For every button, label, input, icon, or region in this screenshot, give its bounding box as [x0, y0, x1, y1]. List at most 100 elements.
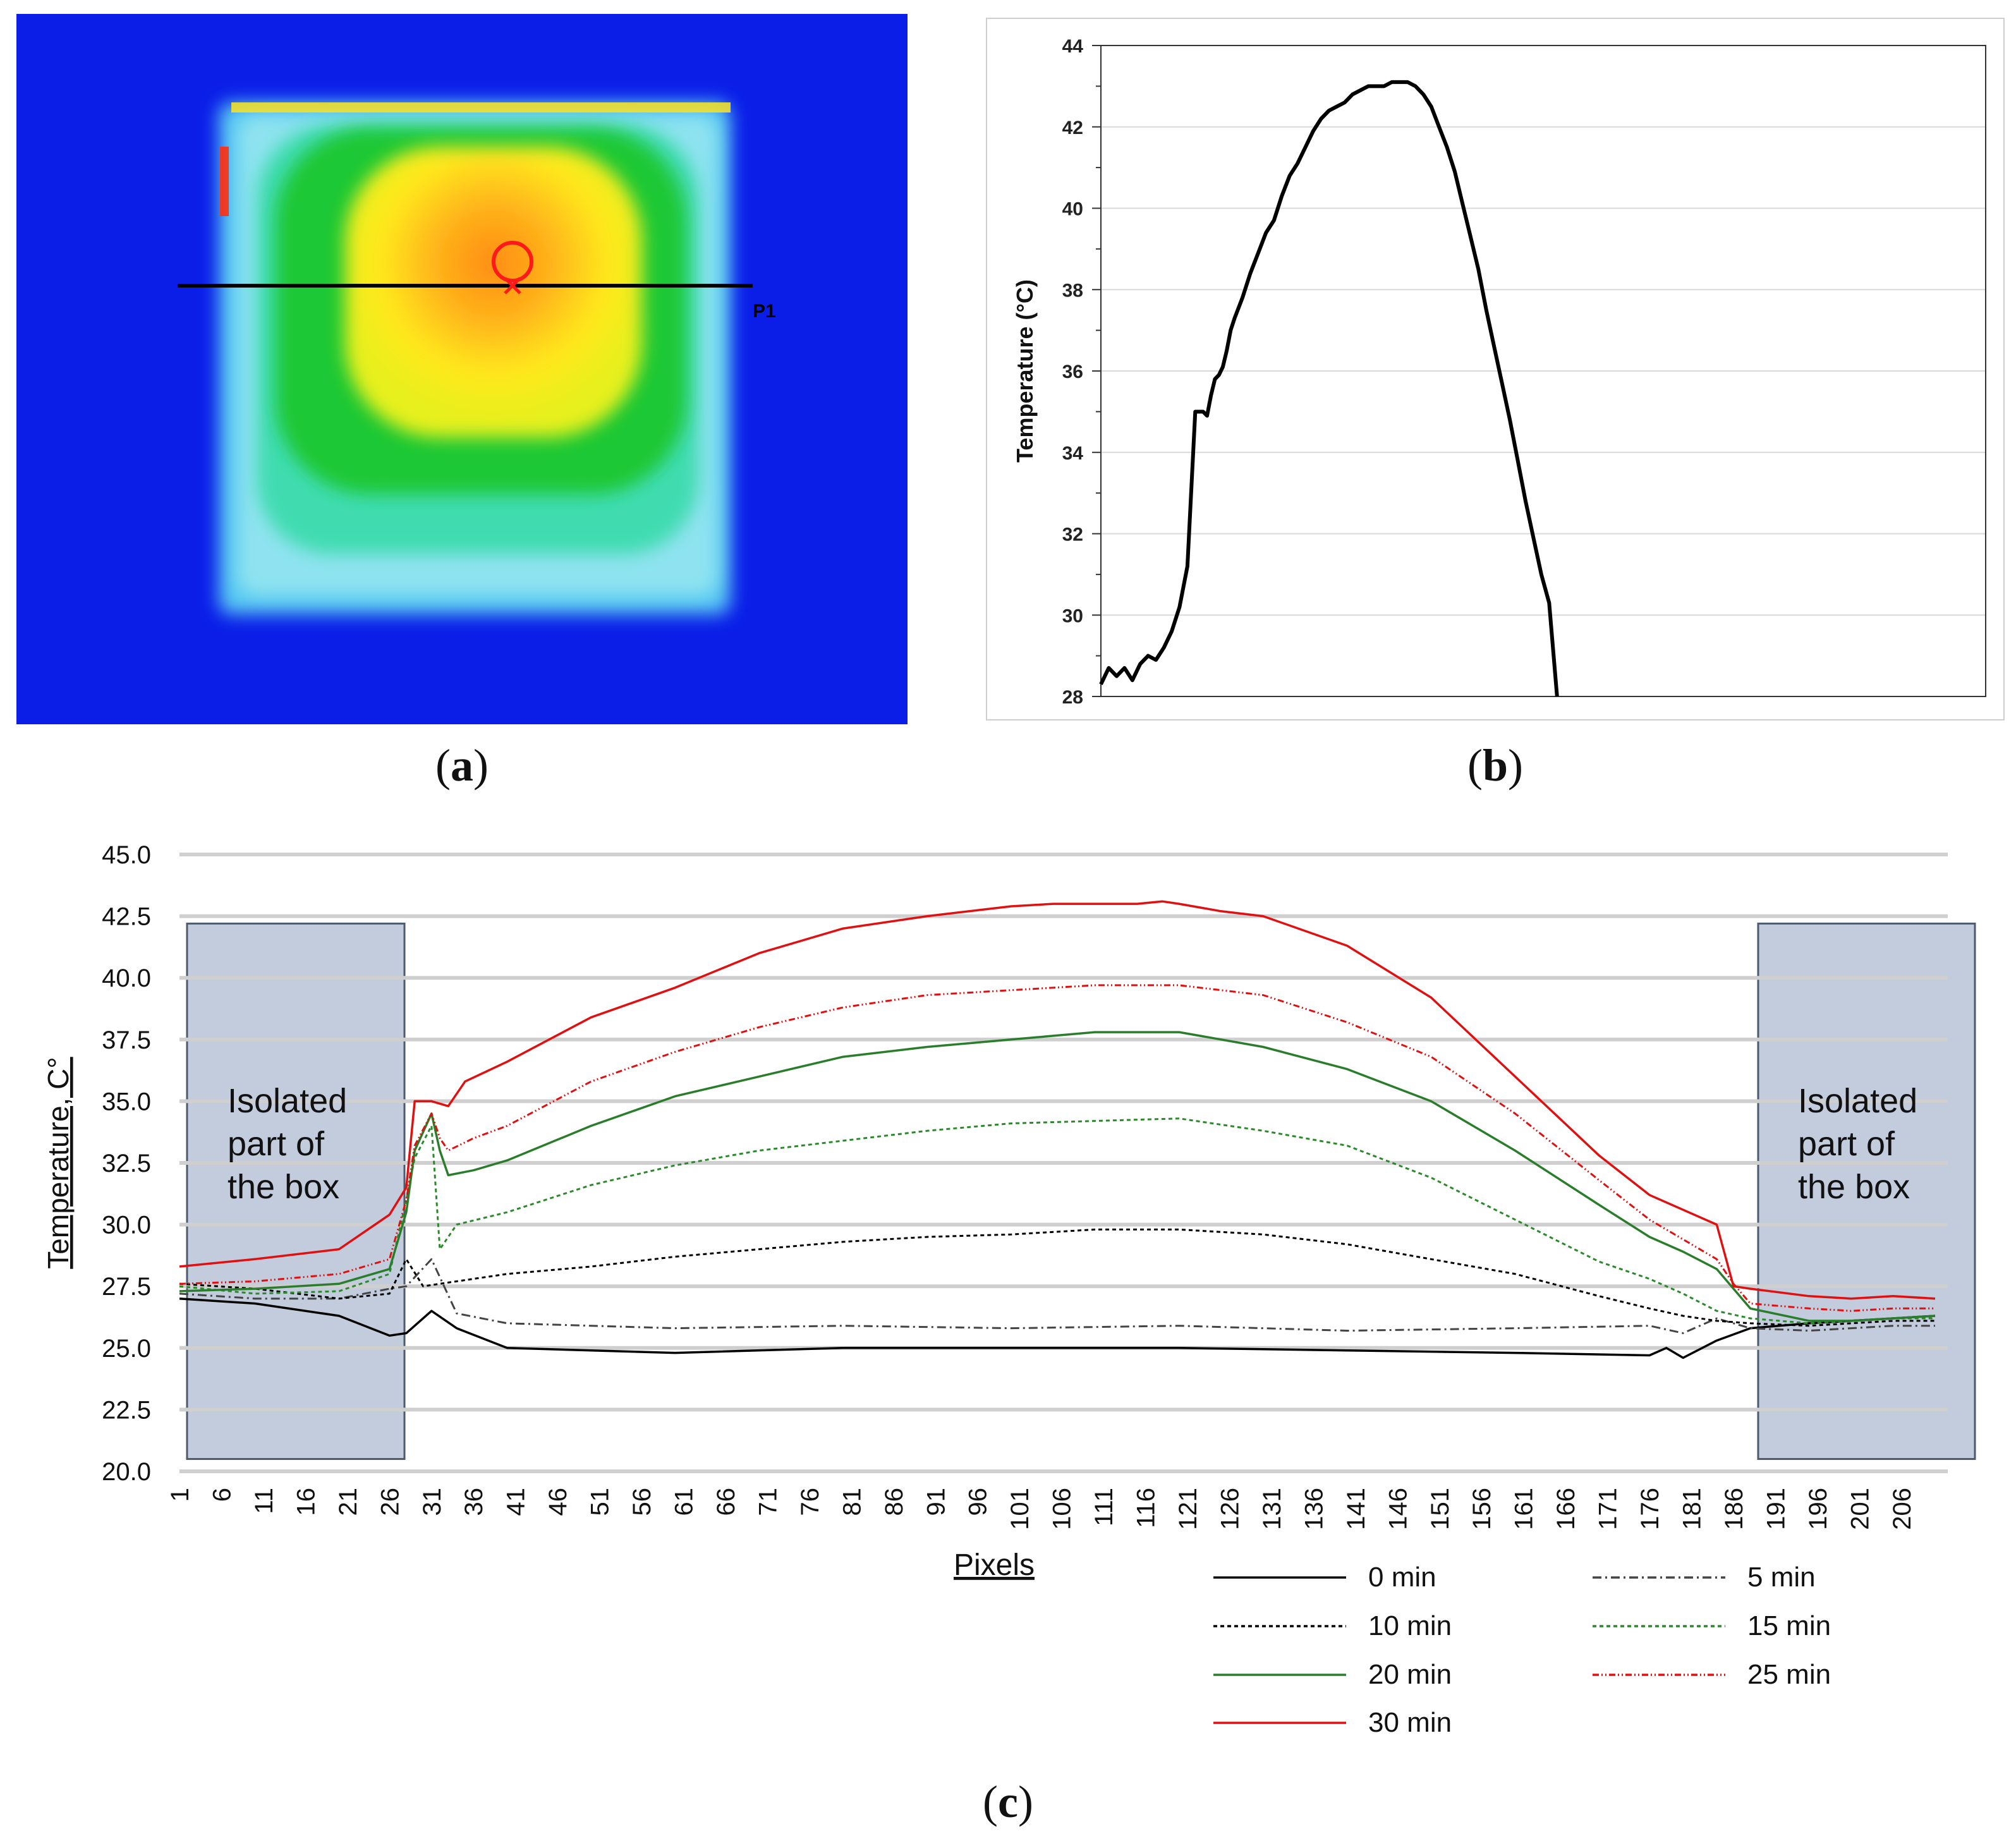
x-tick-label-c: 106 — [1048, 1488, 1076, 1530]
x-tick-label-c: 156 — [1468, 1488, 1496, 1530]
y-tick-label-b: 40 — [1062, 199, 1083, 220]
x-tick-label-c: 91 — [922, 1488, 950, 1516]
y-tick-label-c: 27.5 — [102, 1273, 151, 1301]
x-tick-label-c: 76 — [796, 1488, 824, 1516]
x-tick-label-c: 81 — [838, 1488, 866, 1516]
x-tick-label-c: 41 — [502, 1488, 530, 1516]
chart-c: 20.0 22.5 25.0 27.5 30.0 32.5 35.0 37.5 40.0 42.5… — [42, 841, 1976, 1738]
y-tick-label-c: 30.0 — [102, 1212, 151, 1239]
x-tick-label-c: 166 — [1552, 1488, 1580, 1530]
hotspot-marker-cross — [504, 277, 521, 295]
y-tick-label-c: 22.5 — [102, 1396, 151, 1424]
y-axis-title-b: Temperature (°C) — [1012, 279, 1038, 463]
x-tick-label-c: 121 — [1174, 1488, 1202, 1530]
x-tick-label-c: 11 — [250, 1488, 278, 1514]
x-tick-label-c: 6 — [208, 1488, 236, 1502]
series-line-30-min — [179, 900, 1936, 1300]
isolated-region-label: the box — [228, 1168, 339, 1206]
y-tick-label-c: 20.0 — [102, 1458, 151, 1486]
caption-c: (c) — [983, 1777, 1033, 1827]
y-tick-label-b: 36 — [1062, 362, 1083, 382]
legend-label: 25 min — [1747, 1659, 1831, 1690]
box-yellow-zone — [345, 147, 642, 437]
x-tick-label-c: 26 — [376, 1488, 404, 1516]
plot-frame-b — [1100, 45, 1986, 697]
legend-label: 20 min — [1368, 1659, 1452, 1690]
x-tick-label-c: 181 — [1679, 1488, 1706, 1530]
x-tick-label-c: 101 — [1006, 1488, 1034, 1530]
x-axis-title-c: Pixels — [954, 1548, 1035, 1582]
x-tick-label-c: 196 — [1804, 1488, 1832, 1530]
hotspot-marker-circle — [492, 241, 533, 283]
isolated-region-label: Isolated — [228, 1082, 347, 1120]
series-line-15-min — [179, 1117, 1935, 1325]
x-tick-label-c: 161 — [1510, 1488, 1538, 1530]
x-tick-label-c: 171 — [1594, 1488, 1622, 1530]
x-tick-label-c: 126 — [1216, 1488, 1244, 1530]
series-line-10-min — [179, 1228, 1935, 1327]
y-tick-label-c: 45.0 — [102, 841, 151, 869]
y-tick-label-c: 35.0 — [102, 1088, 151, 1115]
x-tick-label-c: 61 — [671, 1488, 698, 1516]
y-tick-label-b: 38 — [1062, 280, 1083, 301]
x-tick-label-c: 146 — [1384, 1488, 1412, 1530]
x-tick-label-c: 1 — [166, 1488, 194, 1502]
x-tick-label-c: 31 — [418, 1488, 446, 1516]
y-tick-label-c: 40.0 — [102, 964, 151, 992]
isolated-region-label: part of — [228, 1125, 325, 1163]
y-tick-label-b: 34 — [1062, 443, 1084, 464]
legend-label: 0 min — [1368, 1562, 1436, 1593]
legend-label: 15 min — [1747, 1610, 1831, 1641]
chart-b-panel: 28 30 32 34 36 38 40 42 44 Temperature (°C) — [986, 18, 2005, 720]
caption-a: (a) — [435, 740, 489, 791]
legend-label: 30 min — [1368, 1707, 1452, 1738]
y-axis-title-c: Temperature, C° — [42, 1057, 75, 1268]
x-tick-label-c: 131 — [1258, 1488, 1286, 1530]
x-tick-label-c: 56 — [628, 1488, 656, 1516]
thermal-image-panel: P1 — [16, 14, 908, 724]
x-tick-label-c: 71 — [754, 1488, 782, 1516]
legend-label: 10 min — [1368, 1610, 1452, 1641]
series-line-0-min — [179, 1297, 1936, 1359]
box-top-edge — [231, 102, 731, 112]
p1-label: P1 — [753, 301, 776, 322]
x-tick-label-c: 46 — [544, 1488, 572, 1516]
chart-b: 28 30 32 34 36 38 40 42 44 Temperature (°C) — [1012, 36, 1986, 708]
y-tick-label-c: 32.5 — [102, 1150, 151, 1177]
y-tick-label-b: 32 — [1062, 525, 1083, 545]
isolated-region-label: the box — [1798, 1168, 1910, 1206]
x-tick-label-c: 36 — [460, 1488, 488, 1516]
legend-label: 5 min — [1747, 1562, 1816, 1593]
series-line-20-min — [179, 1031, 1936, 1322]
x-tick-label-c: 176 — [1636, 1488, 1664, 1530]
y-tick-label-b: 28 — [1062, 687, 1083, 708]
caption-b: (b) — [1467, 740, 1523, 791]
isolated-region-label: Isolated — [1798, 1082, 1917, 1120]
x-tick-label-c: 141 — [1342, 1488, 1370, 1530]
y-tick-label-c: 37.5 — [102, 1026, 151, 1054]
x-tick-label-c: 16 — [292, 1488, 320, 1516]
x-tick-label-c: 86 — [880, 1488, 908, 1516]
series-line-profile — [1099, 80, 1559, 697]
chart-c-panel: 20.0 22.5 25.0 27.5 30.0 32.5 35.0 37.5 40.0 42.5… — [0, 815, 2016, 1763]
x-tick-label-c: 201 — [1846, 1488, 1874, 1530]
series-line-5-min — [179, 1258, 1935, 1334]
y-tick-label-c: 25.0 — [102, 1335, 151, 1363]
y-tick-label-b: 42 — [1062, 118, 1083, 138]
thermal-image: P1 — [16, 14, 908, 724]
x-tick-label-c: 186 — [1720, 1488, 1748, 1530]
isolated-region-box — [1757, 922, 1976, 1460]
x-tick-label-c: 21 — [334, 1488, 362, 1516]
x-tick-label-c: 96 — [964, 1488, 992, 1516]
box-left-edge — [220, 147, 229, 216]
y-tick-label-b: 30 — [1062, 605, 1083, 626]
x-tick-label-c: 206 — [1888, 1488, 1916, 1530]
x-tick-label-c: 51 — [586, 1488, 614, 1516]
x-tick-label-c: 111 — [1090, 1488, 1118, 1526]
x-tick-label-c: 136 — [1300, 1488, 1328, 1530]
series-line-25-min — [179, 984, 1935, 1312]
x-tick-label-c: 151 — [1426, 1488, 1454, 1530]
x-tick-label-c: 191 — [1762, 1488, 1790, 1530]
x-tick-label-c: 116 — [1132, 1488, 1160, 1528]
x-tick-label-c: 66 — [712, 1488, 740, 1516]
